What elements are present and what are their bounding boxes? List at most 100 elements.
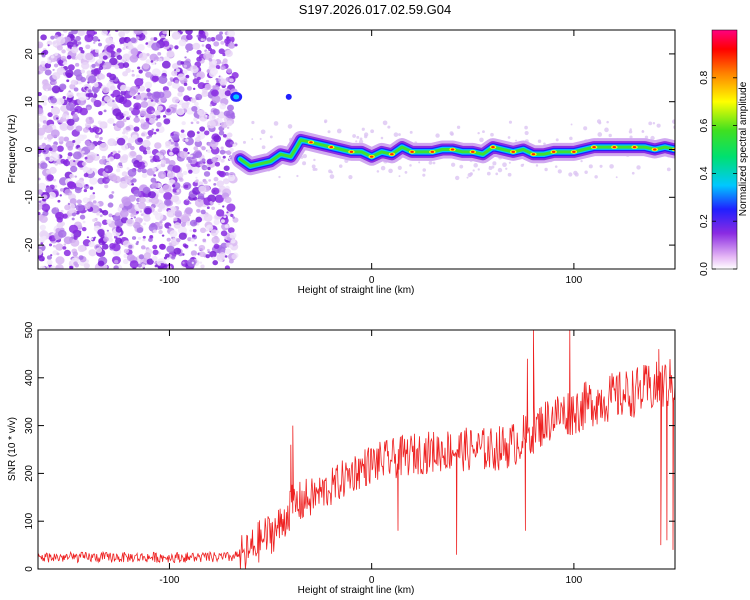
- noise-point: [104, 165, 114, 174]
- signal-peak: [491, 146, 495, 149]
- noise-point: [183, 95, 190, 102]
- noise-point: [435, 133, 440, 138]
- noise-point: [45, 186, 53, 194]
- noise-point: [87, 89, 92, 93]
- noise-point: [75, 125, 83, 132]
- noise-point: [224, 196, 232, 204]
- noise-point: [459, 164, 464, 169]
- noise-point: [146, 258, 154, 265]
- noise-point: [129, 54, 139, 63]
- noise-point: [59, 194, 62, 197]
- noise-point: [130, 145, 135, 151]
- noise-point: [40, 162, 48, 169]
- x-tick-label: 100: [566, 575, 583, 586]
- noise-point: [185, 30, 193, 35]
- noise-point: [473, 163, 478, 168]
- noise-point: [97, 228, 105, 236]
- noise-point: [138, 202, 146, 210]
- noise-point: [73, 160, 76, 163]
- noise-point: [336, 128, 342, 134]
- noise-point: [104, 184, 109, 189]
- noise-point: [107, 117, 115, 125]
- noise-point: [145, 59, 151, 65]
- noise-point: [55, 211, 65, 220]
- noise-point: [106, 178, 110, 182]
- noise-point: [168, 242, 172, 246]
- noise-point: [229, 244, 233, 248]
- noise-point: [93, 67, 101, 75]
- noise-point: [133, 189, 142, 197]
- noise-point: [70, 233, 74, 237]
- noise-point: [79, 214, 86, 220]
- noise-point: [70, 79, 77, 86]
- noise-point: [93, 82, 99, 88]
- noise-point: [45, 209, 49, 213]
- noise-point: [212, 60, 218, 65]
- noise-point: [584, 170, 588, 174]
- noise-point: [109, 57, 118, 66]
- noise-point: [136, 74, 140, 78]
- noise-point: [216, 180, 224, 188]
- noise-point: [203, 180, 208, 185]
- noise-point: [111, 191, 115, 194]
- noise-point: [141, 172, 148, 179]
- noise-point: [145, 42, 148, 45]
- noise-point: [81, 61, 90, 70]
- noise-point: [211, 256, 216, 260]
- noise-point: [158, 229, 163, 235]
- noise-point: [609, 164, 614, 169]
- noise-point: [588, 164, 593, 169]
- noise-point: [219, 76, 223, 80]
- noise-point: [99, 158, 106, 165]
- noise-point: [428, 160, 433, 165]
- noise-point: [213, 243, 220, 249]
- noise-point: [106, 45, 114, 53]
- noise-point: [204, 130, 210, 136]
- noise-point: [83, 172, 89, 178]
- noise-point: [38, 92, 42, 97]
- noise-point: [38, 163, 41, 166]
- noise-point: [171, 96, 180, 104]
- noise-point: [122, 71, 129, 77]
- noise-point: [213, 219, 220, 225]
- noise-point: [135, 94, 142, 100]
- noise-point: [179, 133, 186, 139]
- noise-point: [90, 48, 94, 51]
- colorbar-gradient: [711, 29, 738, 270]
- noise-point: [59, 118, 64, 123]
- noise-point: [38, 200, 42, 203]
- noise-point: [380, 136, 384, 140]
- noise-point: [99, 242, 103, 245]
- noise-point: [218, 171, 225, 177]
- noise-point: [569, 136, 573, 141]
- noise-point: [187, 130, 196, 138]
- noise-point: [91, 63, 96, 68]
- noise-point: [120, 57, 127, 63]
- noise-point: [207, 149, 212, 154]
- noise-point: [75, 43, 79, 47]
- noise-point: [393, 132, 399, 137]
- noise-point: [144, 207, 152, 215]
- noise-point: [143, 214, 151, 222]
- noise-point: [143, 252, 152, 259]
- noise-point: [128, 115, 131, 118]
- noise-point: [130, 48, 139, 56]
- noise-point: [194, 198, 204, 208]
- signal-blob: [285, 93, 292, 100]
- noise-point: [63, 236, 73, 245]
- noise-point: [172, 81, 180, 89]
- noise-point: [106, 157, 111, 162]
- noise-point: [200, 38, 204, 42]
- noise-point: [71, 212, 77, 217]
- noise-point: [150, 99, 154, 102]
- noise-point: [174, 45, 179, 50]
- noise-point: [103, 236, 109, 242]
- noise-point: [122, 47, 126, 50]
- noise-point: [113, 153, 121, 160]
- noise-point: [209, 104, 213, 107]
- noise-point: [86, 167, 94, 174]
- noise-point: [178, 39, 187, 47]
- noise-point: [133, 126, 140, 132]
- noise-point: [404, 171, 408, 174]
- noise-point: [505, 167, 508, 170]
